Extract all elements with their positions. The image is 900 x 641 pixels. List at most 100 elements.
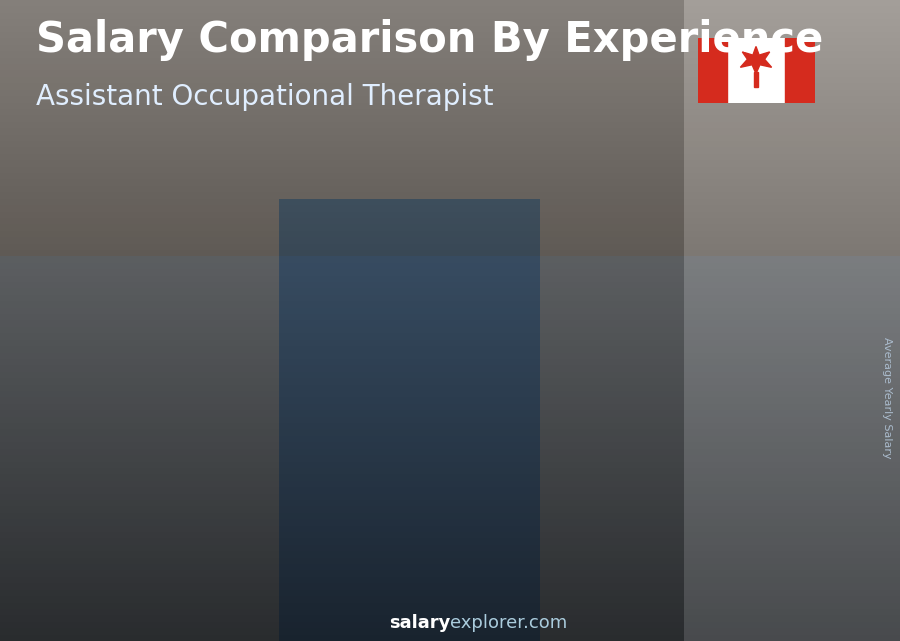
Bar — [608, 297, 690, 304]
Bar — [608, 458, 690, 465]
Bar — [746, 533, 829, 540]
Bar — [136, 447, 143, 451]
Bar — [413, 303, 421, 308]
Bar — [608, 556, 690, 563]
Bar — [469, 261, 552, 267]
Bar — [469, 506, 552, 512]
Bar — [330, 533, 413, 538]
Bar — [469, 254, 552, 261]
Bar — [136, 562, 143, 565]
Bar — [608, 507, 690, 514]
Bar — [413, 512, 421, 517]
Bar — [746, 231, 829, 239]
Bar — [690, 528, 698, 535]
Bar — [53, 509, 136, 512]
Bar — [274, 555, 282, 559]
Bar — [330, 410, 413, 415]
Text: +20%: +20% — [400, 120, 482, 144]
Bar — [330, 565, 413, 570]
Bar — [754, 72, 758, 87]
Bar — [192, 410, 274, 413]
Bar — [413, 372, 421, 378]
Bar — [552, 377, 560, 383]
Bar — [552, 461, 560, 467]
Bar — [330, 528, 413, 533]
Bar — [552, 526, 560, 532]
Bar — [413, 335, 421, 340]
Bar — [192, 540, 274, 544]
Bar — [330, 458, 413, 463]
Bar — [469, 454, 552, 461]
Bar — [608, 311, 690, 318]
Bar — [785, 38, 814, 103]
Bar — [192, 398, 274, 402]
Text: explorer.com: explorer.com — [450, 614, 567, 632]
Bar — [0, 128, 180, 256]
Bar — [136, 509, 143, 512]
Bar — [192, 417, 274, 421]
Bar — [192, 528, 274, 532]
Bar — [720, 256, 900, 385]
Bar — [136, 456, 143, 459]
Bar — [274, 505, 282, 509]
Bar — [608, 226, 690, 233]
Bar — [413, 479, 421, 485]
Bar — [552, 287, 560, 293]
Bar — [469, 487, 552, 493]
Bar — [413, 308, 421, 313]
Bar — [274, 387, 282, 390]
Bar — [469, 338, 552, 345]
Bar — [552, 442, 560, 448]
Bar — [690, 325, 698, 332]
Bar — [330, 420, 413, 426]
Text: 51,300 CAD: 51,300 CAD — [46, 407, 137, 422]
Bar — [53, 565, 136, 567]
Bar — [469, 280, 552, 287]
Bar — [552, 332, 560, 338]
Bar — [136, 483, 143, 486]
Bar — [53, 494, 136, 497]
Bar — [180, 513, 360, 641]
Bar — [274, 390, 282, 394]
Bar — [180, 256, 360, 385]
Bar — [136, 462, 143, 465]
Bar — [690, 332, 698, 339]
Bar — [274, 402, 282, 406]
Bar — [330, 437, 413, 442]
Bar — [274, 413, 282, 417]
Text: +31%: +31% — [123, 304, 204, 328]
Bar — [746, 382, 829, 390]
Bar — [413, 362, 421, 367]
Bar — [413, 426, 421, 431]
Bar — [690, 219, 698, 226]
Bar — [136, 541, 143, 544]
Bar — [552, 280, 560, 287]
Bar — [192, 463, 274, 467]
Bar — [829, 269, 837, 277]
Bar — [608, 521, 690, 528]
Bar — [192, 563, 274, 567]
Bar — [413, 544, 421, 549]
Bar — [690, 395, 698, 402]
Bar — [413, 528, 421, 533]
Text: Salary Comparison By Experience: Salary Comparison By Experience — [36, 19, 824, 62]
Bar — [469, 409, 552, 416]
Bar — [469, 383, 552, 390]
Bar — [469, 545, 552, 551]
Bar — [746, 337, 829, 344]
Bar — [53, 567, 136, 570]
Bar — [746, 254, 829, 262]
Bar — [192, 387, 274, 390]
Bar — [330, 517, 413, 522]
Text: 123,000 CAD: 123,000 CAD — [596, 203, 697, 217]
Bar — [192, 390, 274, 394]
Bar — [192, 497, 274, 501]
Bar — [608, 283, 690, 290]
Bar — [829, 284, 837, 292]
Bar — [746, 488, 829, 495]
Bar — [274, 448, 282, 452]
Bar — [136, 474, 143, 477]
Bar — [690, 500, 698, 507]
Bar — [53, 535, 136, 538]
Bar — [192, 444, 274, 448]
